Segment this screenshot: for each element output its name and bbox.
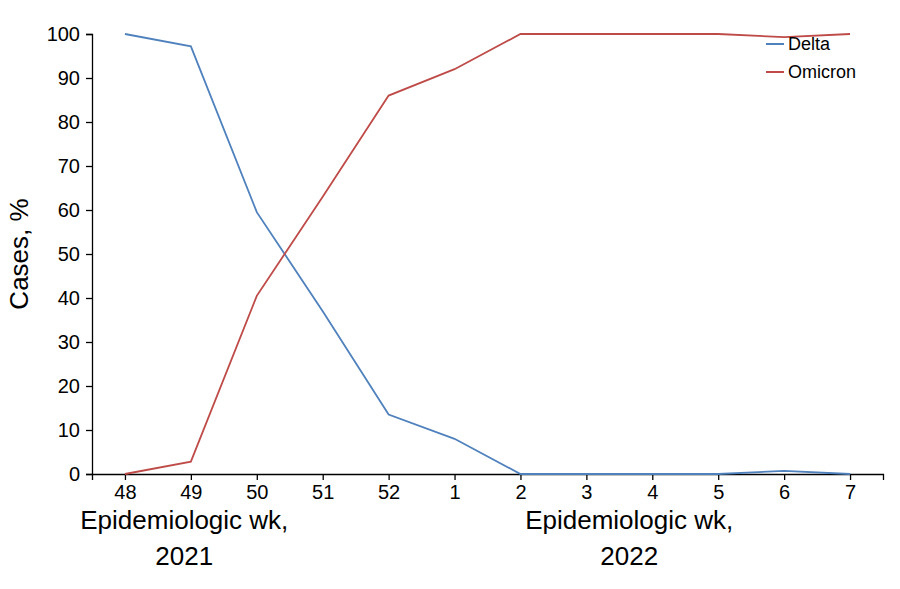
- y-tick-mark: [86, 430, 92, 431]
- x-tick-mark: [257, 474, 258, 480]
- y-tick: 80: [58, 111, 92, 133]
- y-tick-label: 10: [58, 419, 80, 441]
- y-tick-label: 90: [58, 67, 80, 89]
- y-tick-label: 60: [58, 199, 80, 221]
- y-tick-label: 100: [47, 23, 80, 45]
- y-axis-title: Cases, %: [4, 198, 34, 309]
- x-tick: 51: [312, 474, 334, 503]
- series-line: [125, 34, 850, 474]
- x-tick-label: 50: [246, 481, 268, 503]
- y-tick: 100: [47, 23, 92, 45]
- x-tick: 52: [378, 474, 400, 503]
- series-line: [125, 34, 850, 474]
- y-tick-label: 70: [58, 155, 80, 177]
- x-tick: 1: [449, 474, 460, 503]
- y-tick: 10: [58, 419, 92, 441]
- y-tick-mark: [86, 342, 92, 343]
- x-tick-label: 2: [515, 481, 526, 503]
- x-tick-mark: [323, 474, 324, 480]
- y-tick-mark: [86, 122, 92, 123]
- x-tick-mark: [125, 474, 126, 480]
- y-tick-label: 80: [58, 111, 80, 133]
- legend: Delta Omicron: [766, 34, 856, 82]
- x-tick-label: 5: [713, 481, 724, 503]
- legend-swatch: [766, 43, 784, 45]
- y-tick: 30: [58, 331, 92, 353]
- legend-swatch: [766, 71, 784, 73]
- x-tick: 6: [779, 474, 790, 503]
- x-axis-title: Epidemiologic wk, 2022: [525, 505, 733, 571]
- y-tick: 20: [58, 375, 92, 397]
- x-tick-label: 52: [378, 481, 400, 503]
- chart: 0 10 20 30 40 50 60 70 80 90 100 48 49 50 51 52 1 2 3 4 5 6 7 C…: [0, 0, 900, 589]
- y-tick: 0: [69, 463, 92, 485]
- y-tick: 70: [58, 155, 92, 177]
- x-tick-mark: [454, 474, 455, 480]
- y-tick-mark: [86, 254, 92, 255]
- y-tick-label: 40: [58, 287, 80, 309]
- y-tick-mark: [86, 386, 92, 387]
- x-tick-label: 4: [647, 481, 658, 503]
- legend-label: Omicron: [788, 62, 856, 82]
- legend-label: Delta: [788, 34, 831, 54]
- y-tick-mark: [86, 298, 92, 299]
- x-tick: 3: [581, 474, 592, 503]
- x-tick-mark: [388, 474, 389, 480]
- y-tick-mark: [86, 166, 92, 167]
- y-tick-label: 0: [69, 463, 80, 485]
- y-tick-label: 20: [58, 375, 80, 397]
- y-axis-line: [86, 35, 93, 475]
- x-tick-label: 48: [114, 481, 136, 503]
- y-tick-mark: [86, 34, 92, 35]
- x-axis-title: Epidemiologic wk, 2021: [80, 505, 288, 571]
- y-tick: 60: [58, 199, 92, 221]
- x-tick-label: 1: [449, 481, 460, 503]
- y-tick-label: 50: [58, 243, 80, 265]
- x-axis-title-line: 2021: [155, 541, 213, 571]
- y-tick-mark: [86, 78, 92, 79]
- x-tick: 7: [845, 474, 856, 503]
- x-tick-mark: [191, 474, 192, 480]
- plot-area: [125, 34, 850, 474]
- y-tick: 90: [58, 67, 92, 89]
- x-tick-label: 7: [845, 481, 856, 503]
- x-tick-mark: [784, 474, 785, 480]
- x-tick: 4: [647, 474, 658, 503]
- x-tick: 49: [180, 474, 202, 503]
- x-tick-mark: [718, 474, 719, 480]
- x-tick-label: 3: [581, 481, 592, 503]
- y-tick: 40: [58, 287, 92, 309]
- x-axis: 48 49 50 51 52 1 2 3 4 5 6 7: [93, 474, 884, 503]
- x-axis-title-line: Epidemiologic wk,: [80, 505, 288, 535]
- x-axis-title-line: Epidemiologic wk,: [525, 505, 733, 535]
- x-tick: 2: [515, 474, 526, 503]
- y-tick-mark: [86, 474, 92, 475]
- x-tick: 50: [246, 474, 268, 503]
- x-tick-mark: [850, 474, 851, 480]
- y-tick-mark: [86, 210, 92, 211]
- x-tick-label: 49: [180, 481, 202, 503]
- y-tick-label: 30: [58, 331, 80, 353]
- x-axis-title-line: 2022: [600, 541, 658, 571]
- x-tick: 5: [713, 474, 724, 503]
- x-tick-label: 6: [779, 481, 790, 503]
- x-tick: 48: [114, 474, 136, 503]
- x-axis-line: [93, 475, 884, 481]
- y-tick: 50: [58, 243, 92, 265]
- y-axis: 0 10 20 30 40 50 60 70 80 90 100: [47, 23, 93, 485]
- x-tick-label: 51: [312, 481, 334, 503]
